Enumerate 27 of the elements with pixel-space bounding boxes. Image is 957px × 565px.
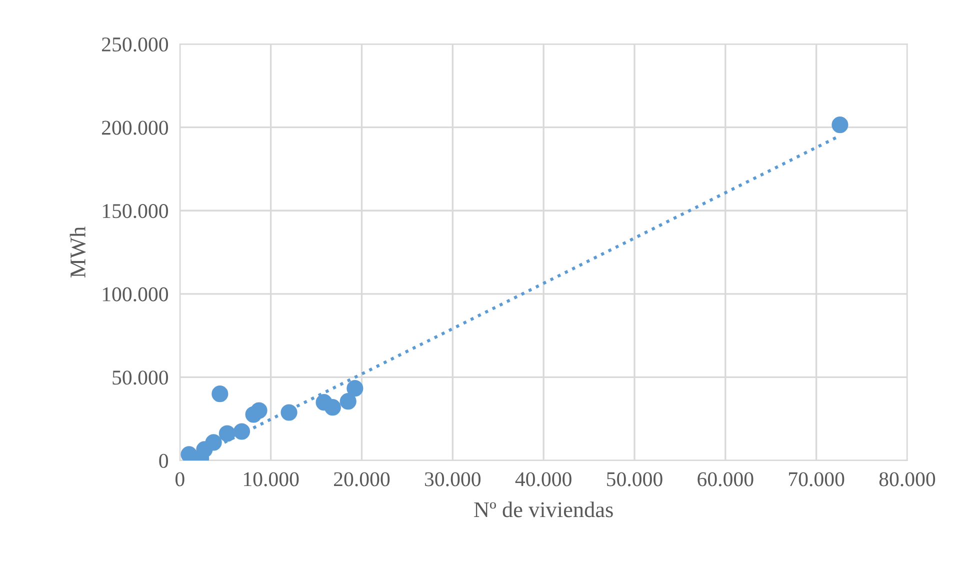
- y-tick-label: 150.000: [102, 204, 168, 218]
- y-axis-title: MWh: [70, 226, 86, 278]
- point: [280, 404, 298, 421]
- x-tick-label: 50.000: [607, 472, 662, 486]
- point: [218, 425, 236, 442]
- x-tick-label: 40.000: [515, 472, 572, 486]
- point: [346, 380, 364, 397]
- point: [212, 386, 228, 402]
- x-tick-label: 80.000: [879, 472, 936, 486]
- point: [205, 434, 222, 451]
- x-tick-label: 60.000: [698, 472, 754, 486]
- y-tick-label: 0: [159, 454, 168, 468]
- point: [250, 402, 268, 419]
- y-tick-label: 250.000: [102, 37, 168, 52]
- y-tick-label: 200.000: [102, 120, 168, 135]
- y-tick-label: 100.000: [102, 287, 168, 302]
- x-axis-title: Nº de viviendas: [474, 502, 613, 518]
- point: [233, 423, 250, 440]
- y-tick-label: 50.000: [112, 370, 168, 385]
- x-tick-label: 70.000: [789, 472, 844, 486]
- x-tick-label: 30.000: [425, 472, 481, 486]
- x-tick-label: 0: [176, 472, 184, 486]
- point: [832, 116, 848, 134]
- x-tick-label: 20.000: [334, 472, 390, 486]
- point: [340, 393, 356, 410]
- x-tick-label: 10.000: [244, 472, 299, 486]
- point: [324, 399, 341, 416]
